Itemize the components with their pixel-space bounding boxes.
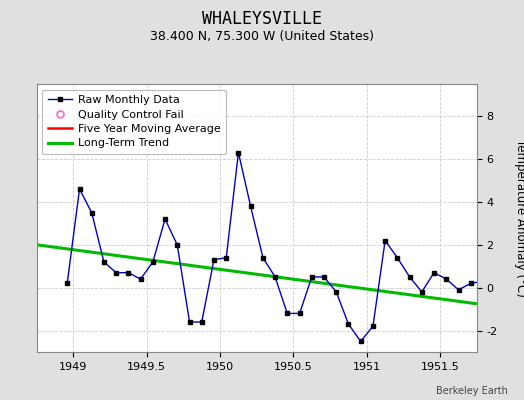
Raw Monthly Data bbox=[89, 210, 95, 215]
Raw Monthly Data bbox=[113, 270, 119, 275]
Raw Monthly Data bbox=[199, 320, 205, 324]
Raw Monthly Data bbox=[407, 274, 413, 279]
Raw Monthly Data bbox=[162, 217, 168, 222]
Raw Monthly Data bbox=[345, 322, 352, 326]
Raw Monthly Data bbox=[443, 277, 450, 282]
Raw Monthly Data bbox=[431, 270, 437, 275]
Raw Monthly Data bbox=[419, 290, 425, 294]
Raw Monthly Data bbox=[77, 187, 83, 192]
Raw Monthly Data bbox=[492, 281, 498, 286]
Raw Monthly Data bbox=[467, 281, 474, 286]
Raw Monthly Data bbox=[64, 281, 70, 286]
Raw Monthly Data bbox=[382, 238, 388, 243]
Raw Monthly Data bbox=[125, 270, 132, 275]
Raw Monthly Data bbox=[260, 255, 266, 260]
Raw Monthly Data bbox=[235, 150, 242, 155]
Raw Monthly Data bbox=[480, 279, 486, 284]
Raw Monthly Data bbox=[455, 288, 462, 292]
Raw Monthly Data bbox=[211, 258, 217, 262]
Text: WHALEYSVILLE: WHALEYSVILLE bbox=[202, 10, 322, 28]
Raw Monthly Data bbox=[321, 274, 327, 279]
Raw Monthly Data bbox=[284, 311, 290, 316]
Raw Monthly Data bbox=[272, 274, 278, 279]
Legend: Raw Monthly Data, Quality Control Fail, Five Year Moving Average, Long-Term Tren: Raw Monthly Data, Quality Control Fail, … bbox=[42, 90, 226, 154]
Raw Monthly Data bbox=[297, 311, 303, 316]
Raw Monthly Data bbox=[174, 242, 180, 247]
Raw Monthly Data bbox=[150, 260, 156, 264]
Raw Monthly Data bbox=[357, 339, 364, 344]
Raw Monthly Data bbox=[309, 274, 315, 279]
Text: Berkeley Earth: Berkeley Earth bbox=[436, 386, 508, 396]
Raw Monthly Data bbox=[394, 255, 400, 260]
Raw Monthly Data bbox=[247, 204, 254, 209]
Raw Monthly Data bbox=[187, 320, 193, 324]
Raw Monthly Data bbox=[370, 324, 376, 329]
Raw Monthly Data bbox=[333, 290, 340, 294]
Raw Monthly Data bbox=[101, 260, 107, 264]
Line: Raw Monthly Data: Raw Monthly Data bbox=[66, 151, 497, 343]
Raw Monthly Data bbox=[223, 255, 230, 260]
Text: 38.400 N, 75.300 W (United States): 38.400 N, 75.300 W (United States) bbox=[150, 30, 374, 43]
Y-axis label: Temperature Anomaly (°C): Temperature Anomaly (°C) bbox=[515, 139, 524, 297]
Raw Monthly Data bbox=[137, 277, 144, 282]
